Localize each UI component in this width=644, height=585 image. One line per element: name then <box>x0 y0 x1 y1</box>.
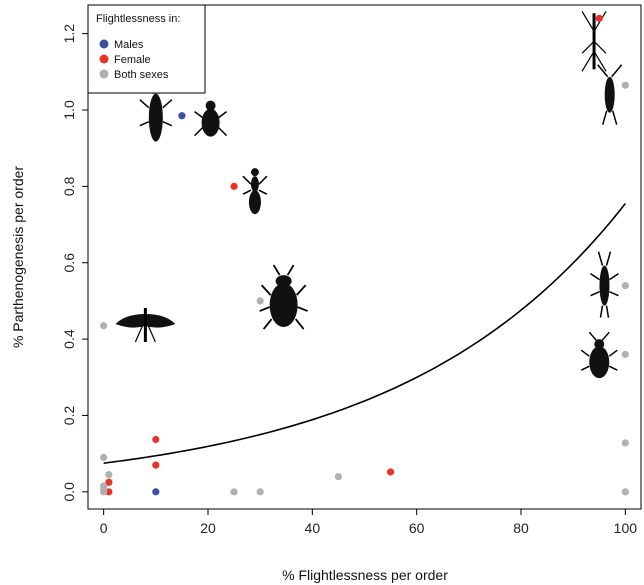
ant-abdomen <box>248 190 261 215</box>
silhouettes <box>115 10 623 379</box>
data-point-both-sexes <box>621 488 629 496</box>
y-tick-label: 0.0 <box>61 482 77 502</box>
legend-marker-both-sexes <box>99 69 109 79</box>
mayfly-icon <box>115 308 176 343</box>
y-tick-label: 0.6 <box>61 253 77 273</box>
x-tick-label: 40 <box>305 520 321 536</box>
data-point-both-sexes <box>621 439 629 447</box>
data-point-both-sexes <box>230 488 238 496</box>
legend-marker-female <box>99 54 109 64</box>
y-tick-label: 1.2 <box>61 24 77 44</box>
stick-insect-icon <box>581 10 607 72</box>
earwig-parts <box>597 64 623 125</box>
thrips-legs <box>139 87 173 127</box>
legend-label-female: Female <box>114 54 151 66</box>
beetle-body <box>201 108 220 137</box>
thrips-body <box>148 93 163 142</box>
data-point-both-sexes <box>621 350 629 358</box>
legend-marker-males <box>99 39 109 49</box>
cockroach-icon <box>580 331 618 379</box>
y-tick-label: 1.0 <box>61 100 77 120</box>
data-point-both-sexes <box>100 322 108 330</box>
x-tick-label: 100 <box>614 520 638 536</box>
data-point-males <box>152 488 160 496</box>
legend-label-males: Males <box>114 39 144 51</box>
data-point-both-sexes <box>621 282 629 290</box>
data-point-female <box>595 14 603 22</box>
data-point-female <box>105 478 113 486</box>
data-point-female <box>230 182 238 190</box>
data-point-female <box>386 468 395 476</box>
legend-box <box>87 4 206 94</box>
data-point-males <box>178 112 186 120</box>
mayfly-tails <box>134 325 156 343</box>
x-tick-label: 20 <box>200 520 216 536</box>
earwig-body <box>604 76 615 113</box>
cockroach-head <box>594 339 605 350</box>
beetle-icon <box>194 100 228 137</box>
ant-thorax <box>250 176 259 193</box>
ant-legs <box>242 175 268 195</box>
data-point-both-sexes <box>100 488 108 496</box>
beetle-large-legs <box>259 264 308 330</box>
earwig-icon <box>597 64 623 125</box>
plot-frame <box>87 4 642 510</box>
cockroach-legs <box>580 331 618 371</box>
legend-label-both-sexes: Both sexes <box>114 69 169 81</box>
beetle-large-head <box>275 275 292 288</box>
axes: 0 20 40 60 80 100 0.0 0.2 0.4 0.6 0.8 1.0 1.2 <box>61 24 637 536</box>
beetle-large-icon <box>259 264 308 330</box>
data-point-both-sexes <box>621 81 629 89</box>
beetle-legs <box>194 111 228 137</box>
data-point-both-sexes <box>334 472 343 481</box>
data-point-both-sexes <box>105 471 113 479</box>
ant-head <box>250 168 259 177</box>
stonefly-icon <box>590 251 619 318</box>
data-point-both-sexes <box>100 453 108 462</box>
x-tick-label: 60 <box>409 520 425 536</box>
x-axis-title: % Flightlessness per order <box>282 567 448 583</box>
ant-icon <box>242 168 268 215</box>
legend-title: Flightlessness in: <box>96 13 180 25</box>
data-point-female <box>152 435 160 444</box>
x-tick-label: 80 <box>513 520 529 536</box>
beetle-head <box>205 100 216 111</box>
data-point-both-sexes <box>256 297 264 305</box>
data-point-both-sexes <box>256 488 264 496</box>
thrips-icon <box>139 87 173 142</box>
beetle-large-body <box>269 283 298 328</box>
data-point-female <box>152 461 160 469</box>
data-points <box>100 14 629 496</box>
x-tick-label: 0 <box>100 520 108 536</box>
stonefly-parts <box>590 251 619 318</box>
stonefly-body <box>599 265 610 306</box>
y-tick-label: 0.2 <box>61 406 77 426</box>
legend: Flightlessness in: Males Female Both sex… <box>87 4 206 94</box>
y-tick-label: 0.4 <box>61 329 77 349</box>
cockroach-body <box>589 346 610 379</box>
trend-curve <box>103 203 626 464</box>
y-tick-label: 0.8 <box>61 176 77 196</box>
y-axis-title: % Parthenogenesis per order <box>10 166 26 348</box>
